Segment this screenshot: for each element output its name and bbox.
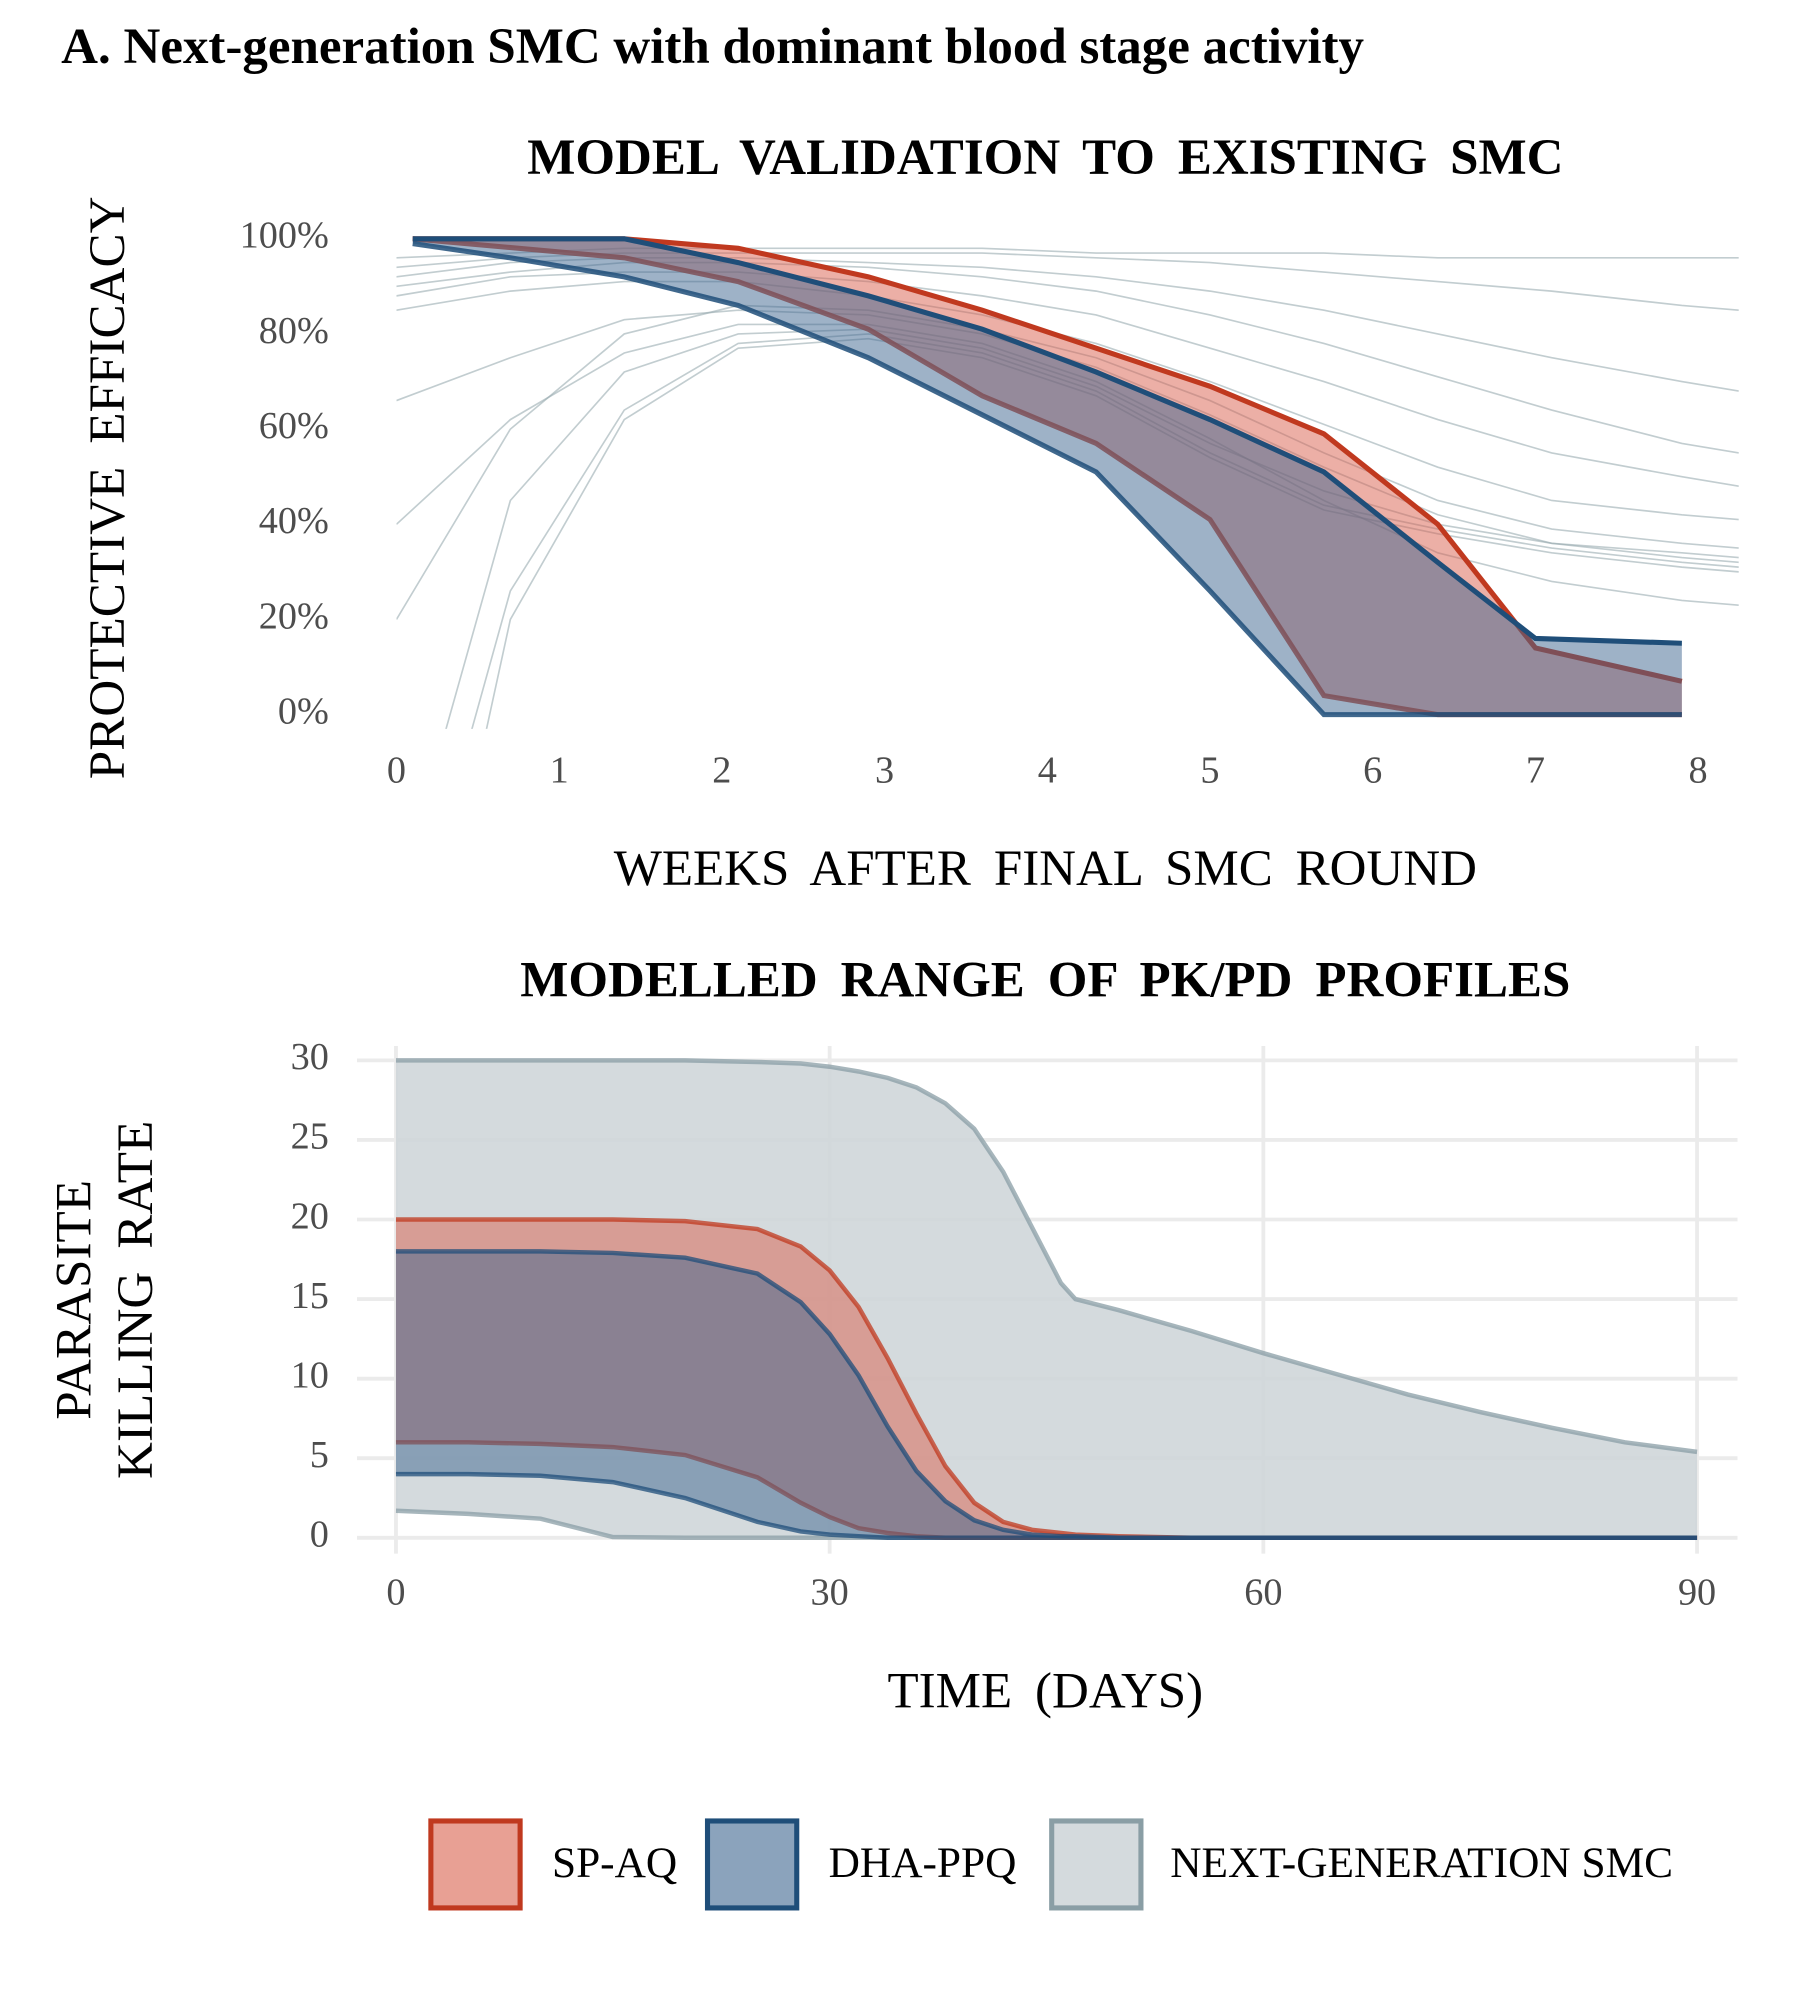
x-tick-label: 4 [1038,749,1057,791]
chart-title: MODEL VALIDATION TO EXISTING SMC [527,129,1563,186]
y-tick-label: 80% [259,310,329,352]
x-tick-label: 60 [1244,1572,1282,1614]
x-tick-label: 5 [1200,749,1219,791]
y-tick-label: 60% [259,405,329,447]
band-upper-line [395,1058,1698,1455]
legend-label: NEXT-GENERATION SMC [1170,1839,1673,1887]
plot-area [356,1046,1738,1554]
legend-swatch [704,1818,800,1911]
band-lower-line [395,1471,1698,1541]
x-tick-label: 7 [1526,749,1545,791]
band-fill [395,1251,1698,1538]
x-axis-label: TIME (DAYS) [888,1662,1204,1719]
y-tick-label: 5 [310,1434,329,1476]
y-tick-label: 25 [291,1116,329,1158]
x-axis-label: WEEKS AFTER FINAL SMC ROUND [614,840,1477,897]
plot-area [396,236,1739,729]
band-upper-line [412,236,1682,646]
legend-label: DHA-PPQ [829,1839,1017,1887]
chart-title: MODELLED RANGE OF PK/PD PROFILES [520,951,1570,1008]
x-tick-label: 90 [1678,1572,1716,1614]
y-tick-label: 40% [259,500,329,542]
y-tick-label: 100% [240,215,329,257]
x-tick-label: 0 [386,1572,405,1614]
y-axis-label: PROTECTIVE EFFICACY [79,196,136,779]
x-tick-label: 0 [387,749,406,791]
y-tick-label: 15 [291,1275,329,1317]
band-fill [412,238,1682,715]
y-tick-label: 20% [259,595,329,637]
y-tick-label: 0 [310,1514,329,1556]
y-axis-label: KILLING RATE [107,1121,164,1479]
figure-title: A. Next-generation SMC with dominant blo… [61,18,1364,75]
y-tick-label: 30 [291,1036,329,1078]
x-tick-label: 6 [1363,749,1382,791]
x-tick-label: 8 [1689,749,1708,791]
x-tick-label: 1 [550,749,569,791]
y-axis-label: PARASITE [46,1180,103,1420]
legend-swatch [428,1818,523,1911]
band-upper-line [412,236,1683,684]
y-tick-label: 10 [291,1354,329,1396]
efficacy-line [396,280,1739,521]
legend-label: SP-AQ [552,1839,677,1887]
y-tick-label: 0% [278,690,329,732]
y-tick-label: 20 [291,1195,329,1237]
x-tick-label: 2 [712,749,731,791]
x-tick-label: 30 [811,1572,849,1614]
band-lower-line [412,241,1682,718]
legend-swatch [1049,1818,1144,1911]
x-tick-label: 3 [875,749,894,791]
